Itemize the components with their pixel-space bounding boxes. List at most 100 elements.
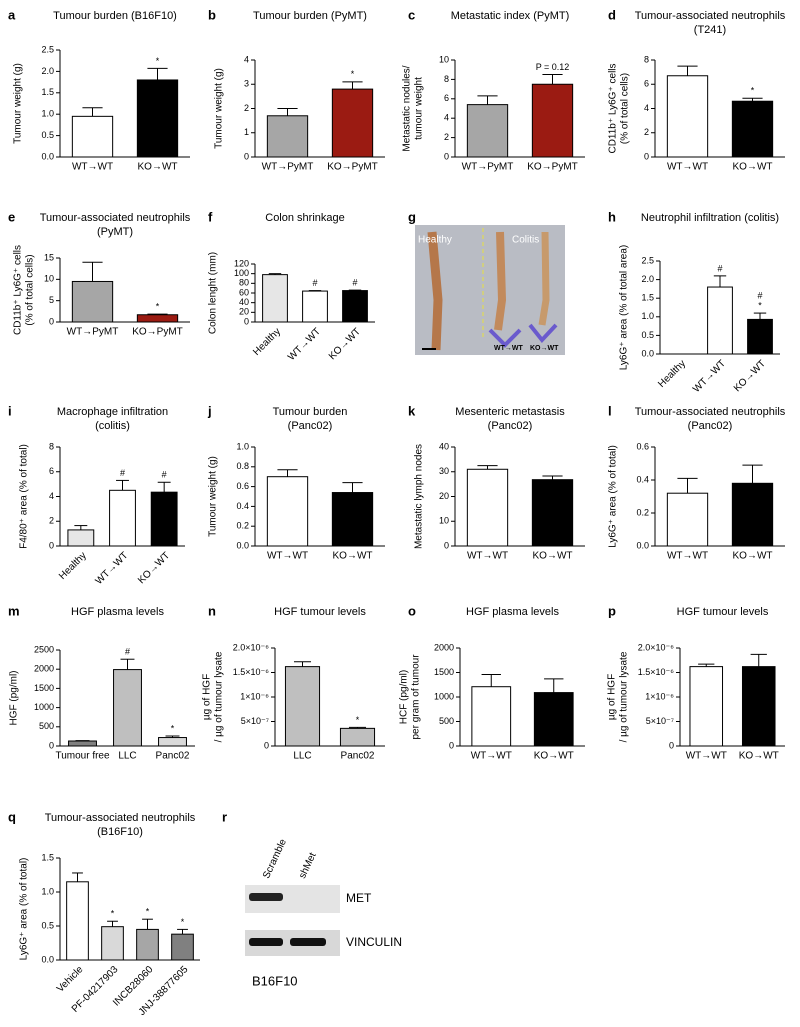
y-axis-label: HCF (pg/ml)	[399, 670, 410, 724]
x-tick-label: WT→WT	[471, 751, 512, 762]
bar	[136, 314, 179, 323]
y-tick-label: 8	[644, 54, 649, 64]
panel-letter: a	[8, 7, 16, 22]
clip	[528, 323, 558, 344]
bar	[68, 740, 97, 747]
y-tick-label: 1.0	[41, 886, 54, 896]
significance-marker: *	[146, 907, 150, 917]
y-tick-label: 1000	[434, 691, 454, 701]
y-tick-label: 2	[644, 127, 649, 137]
x-tick-label: WT→WT	[286, 326, 323, 363]
y-tick-label: 0	[449, 740, 454, 750]
bar	[171, 933, 194, 961]
x-tick-label: WT→WT	[94, 550, 131, 587]
chart-title: Tumour burden (PyMT)	[253, 10, 367, 22]
chart-title: Tumour burden	[273, 406, 348, 418]
y-tick-label: 2.0×10⁻⁶	[638, 642, 675, 652]
chart-title: Tumour-associated neutrophils	[45, 812, 196, 824]
bar	[466, 104, 509, 158]
y-tick-label: 0	[444, 540, 449, 550]
band	[249, 893, 283, 901]
y-tick-label: 0.5	[641, 330, 654, 340]
significance-marker: #	[352, 277, 357, 287]
bar	[331, 492, 374, 547]
significance-marker: *	[156, 56, 160, 66]
y-tick-label: 1.5	[641, 293, 654, 303]
x-tick-label: WT→WT	[686, 751, 727, 762]
chart-title: Macrophage infiltration	[57, 406, 168, 418]
x-tick-label: KO→PyMT	[527, 162, 578, 173]
bar	[109, 489, 136, 547]
y-tick-label: 0.2	[236, 521, 249, 531]
y-tick-label: 20	[439, 491, 449, 501]
bar	[136, 79, 179, 158]
band-label: MET	[346, 891, 372, 905]
y-tick-label: 60	[239, 287, 249, 297]
significance-marker: *	[751, 86, 755, 96]
panel-letter: b	[208, 7, 216, 22]
y-tick-label: 1500	[434, 667, 454, 677]
panel-letter: p	[608, 603, 616, 618]
y-tick-label: 2.0×10⁻⁶	[233, 642, 270, 652]
chart-title: (Panc02)	[688, 420, 733, 432]
x-tick-label: KO→WT	[534, 751, 574, 762]
y-axis-label: µg of HGF	[607, 674, 618, 720]
y-tick-label: 2500	[34, 644, 54, 654]
x-tick-label: LLC	[118, 751, 136, 762]
bar	[339, 727, 376, 747]
y-tick-label: 1.5×10⁻⁶	[638, 667, 675, 677]
x-tick-label: WT→PyMT	[67, 327, 119, 338]
panel-letter: o	[408, 603, 416, 618]
x-tick-label: KO→WT	[327, 326, 363, 362]
y-tick-label: 0	[49, 540, 54, 550]
colon	[427, 231, 443, 351]
y-tick-label: 0	[264, 740, 269, 750]
y-tick-label: 0.5	[41, 130, 54, 140]
y-tick-label: 5	[49, 295, 54, 305]
bar	[136, 928, 159, 961]
chart-title: Metastatic index (PyMT)	[451, 10, 570, 22]
x-tick-label: KO→WT	[739, 751, 779, 762]
y-tick-label: 2.0	[641, 274, 654, 284]
panel-letter: f	[208, 209, 213, 224]
x-tick-label: WT→PyMT	[462, 162, 514, 173]
blot-caption: B16F10	[252, 973, 298, 988]
x-tick-label: WT→WT	[667, 551, 708, 562]
chart-title: Neutrophil infiltration (colitis)	[641, 212, 779, 224]
bar	[666, 492, 709, 547]
bar	[689, 666, 724, 747]
y-tick-label: 4	[49, 491, 54, 501]
y-tick-label: 1	[244, 127, 249, 137]
panel-letter: m	[8, 603, 20, 618]
x-tick-label: Tumour free	[55, 751, 110, 762]
x-tick-label: Healthy	[57, 550, 89, 582]
y-axis-label: Ly6G⁺ area (% of total area)	[619, 245, 630, 371]
bar	[731, 100, 774, 158]
bar	[331, 88, 374, 158]
y-tick-label: 500	[39, 721, 54, 731]
colon	[494, 231, 507, 331]
y-tick-label: 1×10⁻⁶	[645, 691, 674, 701]
y-axis-label: Metastatic nodules/	[402, 65, 413, 151]
significance-marker: #	[717, 263, 722, 273]
y-tick-label: 0.5	[41, 920, 54, 930]
significance-marker: *	[356, 715, 360, 725]
y-tick-label: 0.0	[41, 954, 54, 964]
y-axis-label: CD11b⁺ Ly6G⁺ cells	[13, 245, 24, 335]
x-tick-label: KO→PyMT	[132, 327, 183, 338]
y-axis-label: / µg of tumour lysate	[619, 651, 630, 742]
bar	[302, 290, 328, 323]
y-tick-label: 10	[439, 516, 449, 526]
y-tick-label: 0.4	[636, 474, 649, 484]
bar	[266, 476, 309, 547]
y-tick-label: 0.0	[636, 540, 649, 550]
bar	[707, 286, 733, 355]
chart-title: HGF plasma levels	[71, 606, 164, 618]
significance-marker: #	[125, 647, 130, 657]
y-tick-label: 6	[444, 93, 449, 103]
panel-letter: i	[8, 403, 12, 418]
y-tick-label: 1.5	[41, 852, 54, 862]
y-tick-label: 0	[244, 151, 249, 161]
y-axis-label: Ly6G⁺ area (% of total)	[608, 445, 619, 548]
